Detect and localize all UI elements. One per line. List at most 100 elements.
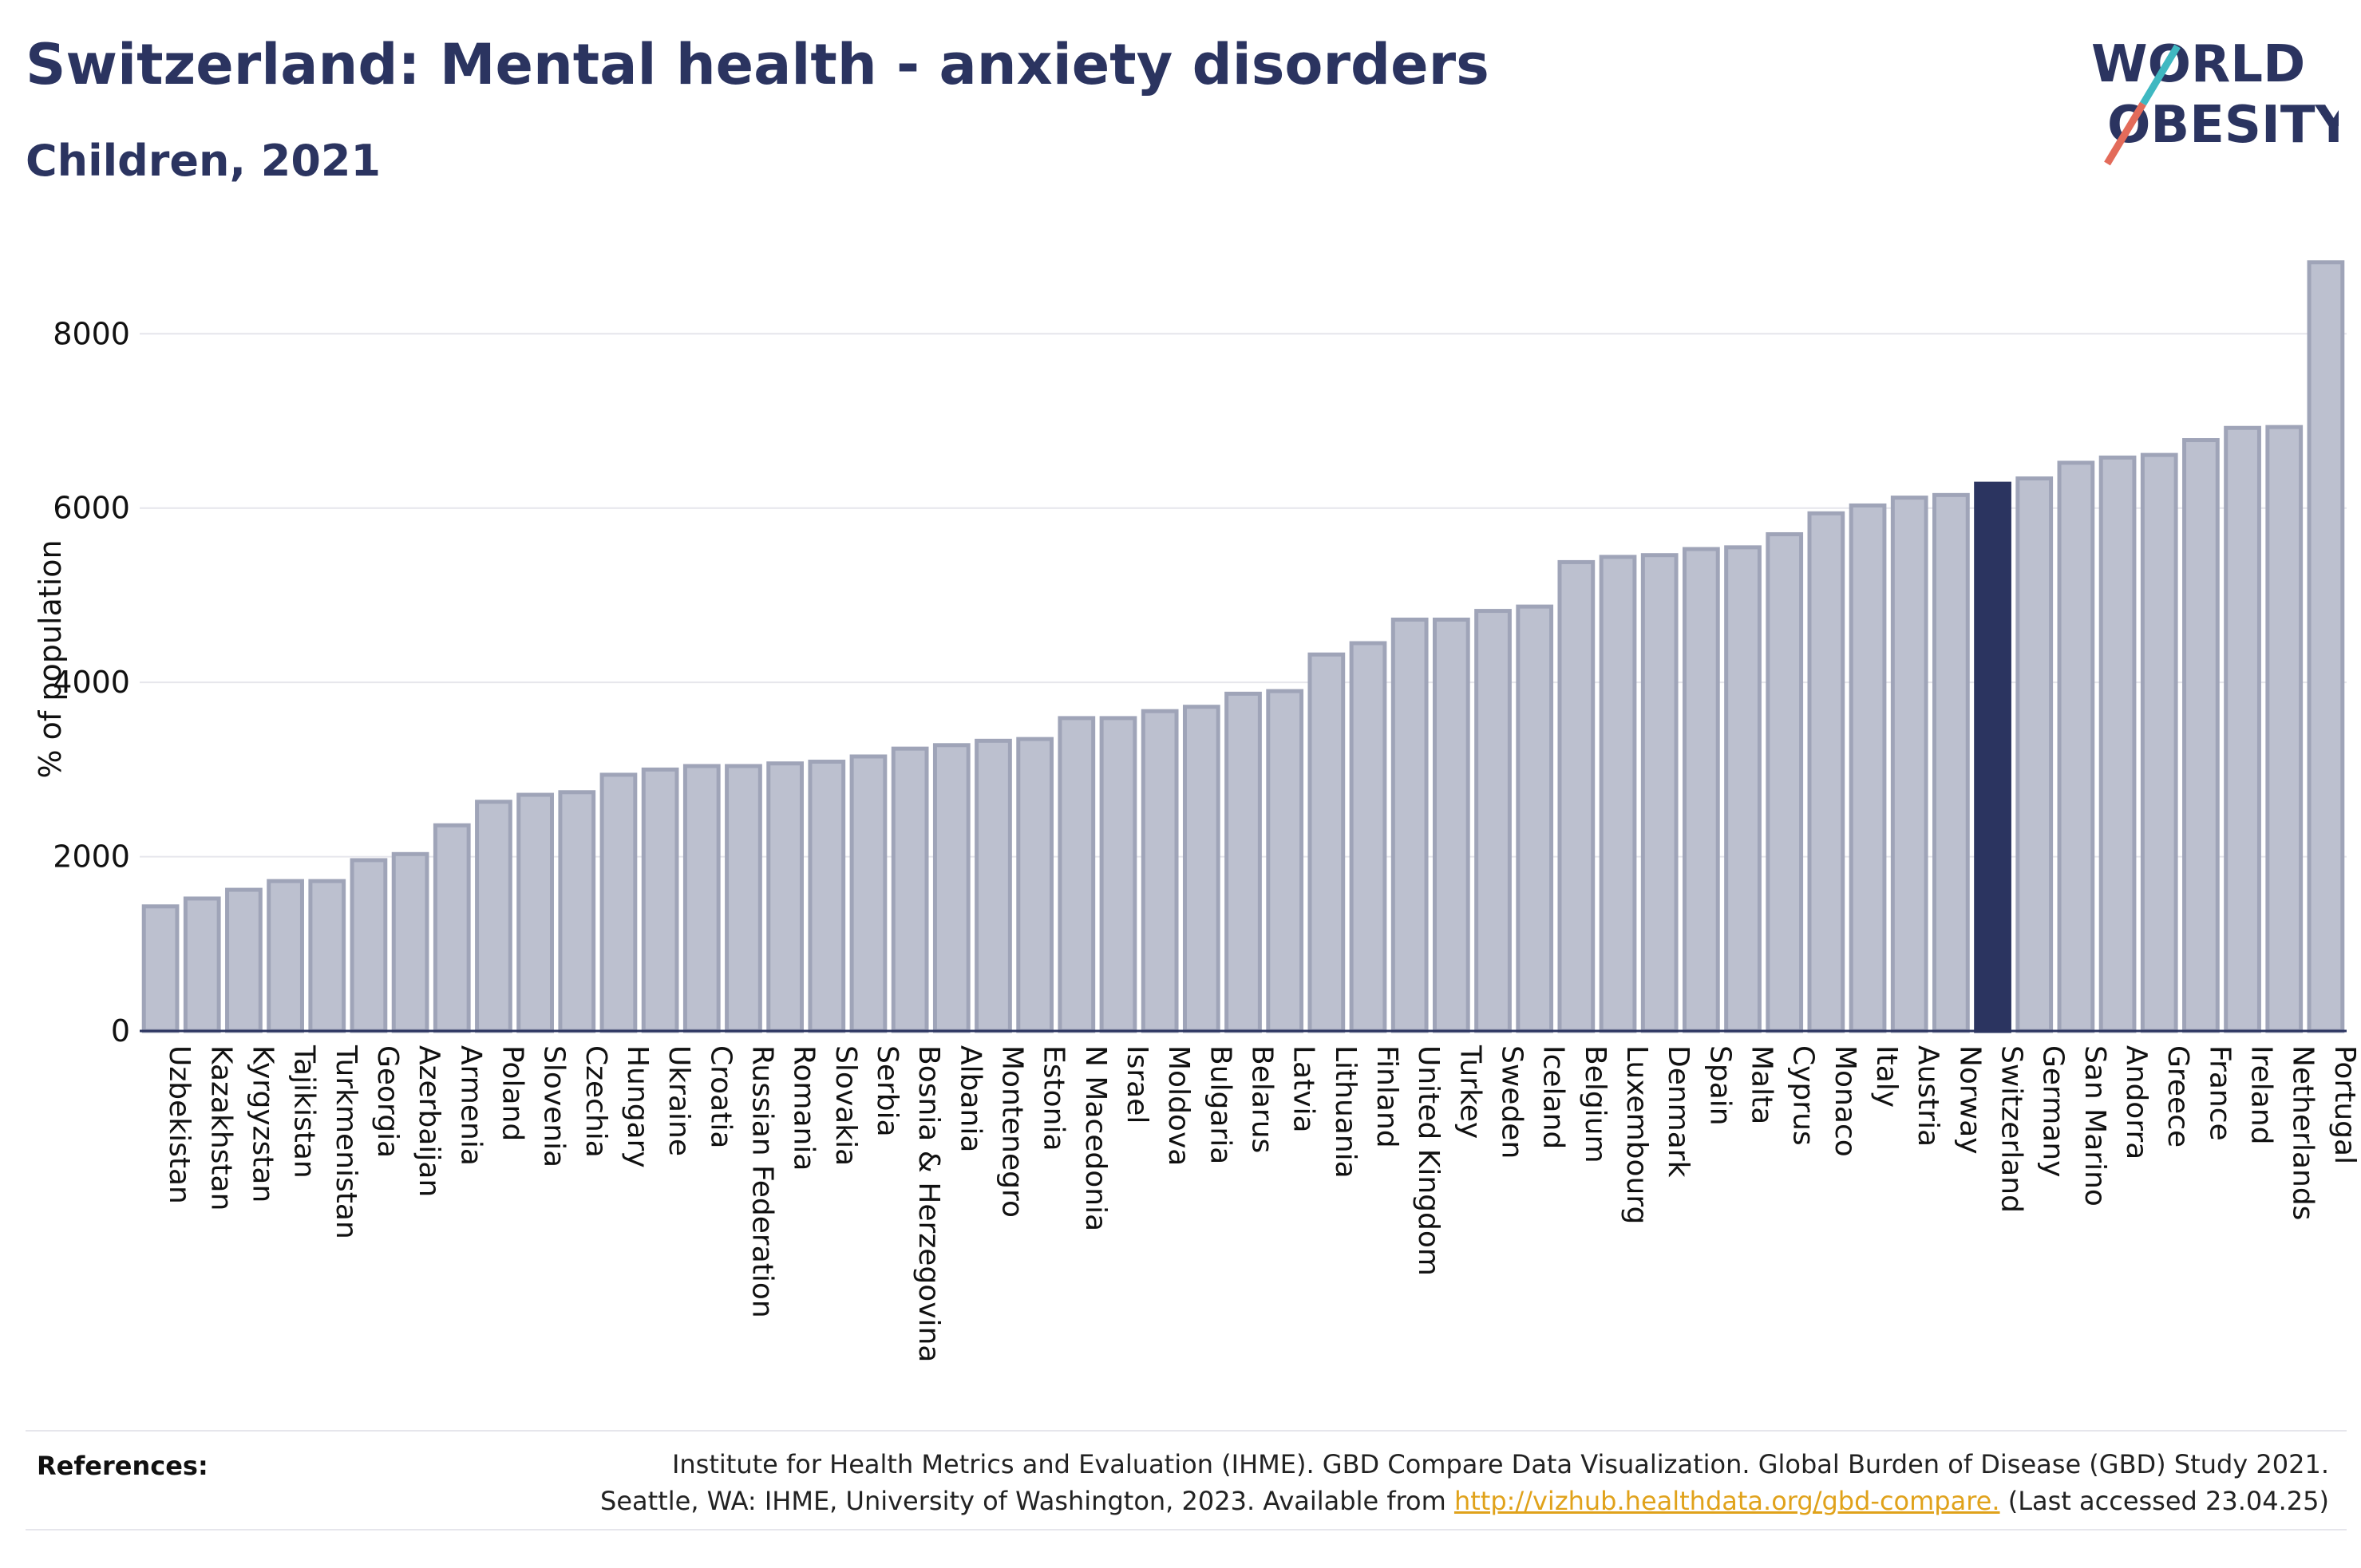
references-line2: Seattle, WA: IHME, University of Washing… — [334, 1483, 2329, 1519]
x-tick-label: Italy — [1870, 1045, 1903, 1108]
x-tick-label: Belgium — [1579, 1045, 1612, 1163]
x-tick-label: Netherlands — [2287, 1045, 2319, 1220]
bar — [1099, 716, 1137, 1033]
x-tick-label: Norway — [1953, 1045, 1986, 1155]
y-tick-label: 6000 — [53, 491, 130, 526]
logo-slash-red — [2104, 101, 2146, 166]
x-tick-label: Spain — [1703, 1045, 1736, 1126]
logo-slash-teal — [2140, 44, 2181, 106]
bar — [433, 823, 471, 1033]
x-tick-label: Uzbekistan — [163, 1045, 196, 1204]
bar — [2182, 438, 2220, 1033]
x-tick-label: Moldova — [1162, 1045, 1195, 1166]
x-tick-label: Turkey — [1453, 1045, 1486, 1139]
bar — [2307, 260, 2345, 1033]
bar — [141, 904, 180, 1033]
bar — [1432, 618, 1470, 1033]
x-tick-label: Kyrgyzstan — [246, 1045, 279, 1203]
bar — [2057, 460, 2095, 1033]
x-tick-label: Sweden — [1496, 1045, 1529, 1159]
world-obesity-logo: WORLD OBESITY — [2091, 35, 2339, 166]
bar — [1224, 691, 1262, 1033]
x-tick-label: Lithuania — [1329, 1045, 1362, 1179]
x-tick-label: Cyprus — [1787, 1045, 1820, 1146]
logo-line1: WORLD — [2091, 35, 2305, 94]
bar — [475, 800, 512, 1033]
bar — [1016, 737, 1054, 1033]
y-tick-label: 0 — [111, 1013, 130, 1049]
bar — [1182, 705, 1220, 1033]
x-tick-label: Ireland — [2245, 1045, 2278, 1145]
x-tick-label: Bosnia & Herzegovina — [912, 1045, 945, 1362]
x-tick-label: France — [2203, 1045, 2236, 1141]
x-tick-label: Tajikistan — [288, 1045, 321, 1179]
x-tick-label: Hungary — [621, 1045, 654, 1168]
bar — [1683, 547, 1720, 1033]
bar — [1849, 503, 1887, 1033]
x-tick-label: Croatia — [704, 1045, 737, 1148]
bar — [975, 738, 1012, 1033]
bar — [516, 792, 554, 1033]
x-tick-label: Luxembourg — [1620, 1045, 1653, 1224]
bar — [808, 760, 846, 1033]
x-tick-label: Finland — [1370, 1045, 1403, 1148]
references-line1: Institute for Health Metrics and Evaluat… — [671, 1449, 2329, 1479]
bar — [1141, 709, 1179, 1033]
x-tick-label: Denmark — [1662, 1045, 1695, 1178]
bar — [1058, 716, 1096, 1033]
x-tick-label: Albania — [954, 1045, 987, 1152]
bar — [2015, 476, 2054, 1033]
bar — [350, 858, 388, 1033]
x-tick-label: Slovakia — [829, 1045, 862, 1166]
x-tick-label: Greece — [2161, 1045, 2194, 1147]
x-axis-labels: Uzbekistan Kazakhstan Kyrgyzstan Tajikistan… — [163, 1045, 2361, 1362]
x-tick-label: Bulgaria — [1204, 1045, 1236, 1164]
y-tick-label: 2000 — [53, 839, 130, 875]
x-tick-label: Malta — [1746, 1045, 1778, 1124]
bar — [1724, 545, 1762, 1033]
x-tick-label: United Kingdom — [1412, 1045, 1445, 1276]
x-tick-label: Belarus — [1246, 1045, 1279, 1153]
bar — [2265, 425, 2304, 1033]
bar — [849, 754, 888, 1033]
bar-highlighted — [1974, 481, 2011, 1033]
x-tick-label: Switzerland — [1995, 1045, 2028, 1213]
x-tick-label: Ukraine — [662, 1045, 695, 1156]
bar — [1640, 553, 1679, 1033]
y-axis-label: % of population — [33, 539, 68, 778]
bar — [2140, 452, 2178, 1033]
bar — [1557, 559, 1596, 1033]
x-tick-label: Armenia — [454, 1045, 487, 1166]
bar — [1807, 511, 1845, 1033]
bar — [682, 764, 721, 1033]
x-tick-label: Iceland — [1537, 1045, 1570, 1149]
x-tick-label: Turkmenistan — [330, 1045, 362, 1239]
bar — [1266, 689, 1304, 1033]
references-top-divider — [26, 1430, 2347, 1432]
x-tick-label: Monaco — [1829, 1045, 1861, 1157]
bar — [641, 767, 679, 1033]
bar — [725, 764, 762, 1033]
y-tick-label: 4000 — [53, 665, 130, 700]
bar — [391, 851, 429, 1033]
page-subtitle: Children, 2021 — [26, 136, 382, 186]
x-tick-label: Romania — [788, 1045, 821, 1171]
bar — [1307, 652, 1346, 1033]
x-tick-label: Serbia — [871, 1045, 904, 1137]
x-tick-label: Kazakhstan — [204, 1045, 237, 1211]
bar — [267, 879, 304, 1033]
bar — [1516, 604, 1554, 1033]
bar — [2224, 425, 2261, 1033]
x-tick-label: Andorra — [2120, 1045, 2153, 1159]
bar — [599, 772, 638, 1033]
x-tick-label: San Marino — [2078, 1045, 2111, 1207]
x-tick-label: Georgia — [371, 1045, 404, 1158]
x-tick-label: Latvia — [1287, 1045, 1320, 1133]
references-label: References: — [37, 1451, 208, 1481]
bar — [1932, 492, 1970, 1033]
references-link[interactable]: http://vizhub.healthdata.org/gbd-compare… — [1453, 1486, 2000, 1516]
x-tick-label: Israel — [1121, 1045, 1153, 1124]
x-tick-label: Poland — [496, 1045, 528, 1141]
x-tick-label: Russian Federation — [745, 1045, 778, 1318]
bar — [766, 761, 805, 1033]
